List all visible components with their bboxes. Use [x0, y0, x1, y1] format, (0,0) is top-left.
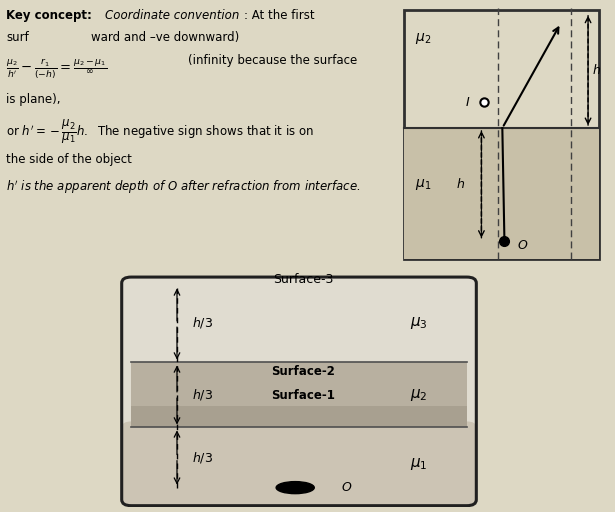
- Text: Surface-3: Surface-3: [272, 273, 333, 286]
- Text: $h/3$: $h/3$: [192, 315, 213, 330]
- Text: $I$: $I$: [465, 96, 470, 109]
- Text: ward and –ve downward): ward and –ve downward): [92, 31, 240, 45]
- Text: surf: surf: [6, 31, 29, 45]
- Bar: [131, 362, 467, 428]
- Text: $\mu_1$: $\mu_1$: [415, 177, 430, 192]
- Text: $h/3$: $h/3$: [192, 450, 213, 465]
- Text: is plane),: is plane),: [6, 93, 61, 106]
- Text: $h'$ is the apparent depth of $O$ after refraction from interface.: $h'$ is the apparent depth of $O$ after …: [6, 178, 361, 196]
- Bar: [131, 362, 467, 406]
- Text: (infinity because the surface: (infinity because the surface: [188, 54, 357, 67]
- FancyBboxPatch shape: [122, 421, 477, 506]
- Text: $h$: $h$: [456, 177, 466, 191]
- Text: the side of the object: the side of the object: [6, 153, 132, 166]
- Ellipse shape: [276, 482, 314, 494]
- Text: $\mu_1$: $\mu_1$: [410, 456, 427, 472]
- Text: or $h' = -\dfrac{\mu_2}{\mu_1} h.$  The negative sign shows that it is on: or $h' = -\dfrac{\mu_2}{\mu_1} h.$ The n…: [6, 118, 314, 146]
- Text: $O$: $O$: [517, 239, 528, 252]
- Text: : At the first: : At the first: [244, 9, 315, 22]
- Text: $\mu_2$: $\mu_2$: [410, 387, 427, 403]
- Text: Coordinate convention: Coordinate convention: [105, 9, 239, 22]
- Text: Key concept:: Key concept:: [6, 9, 92, 22]
- Text: Surface-1: Surface-1: [271, 389, 335, 402]
- Text: $O$: $O$: [341, 481, 352, 494]
- Text: Surface-2: Surface-2: [271, 365, 335, 378]
- Text: $\frac{\mu_2}{h'} - \frac{r_1}{(-h)} = \frac{\mu_2 - \mu_1}{\infty}$: $\frac{\mu_2}{h'} - \frac{r_1}{(-h)} = \…: [6, 58, 107, 81]
- Text: $h/3$: $h/3$: [192, 388, 213, 402]
- Text: $h$: $h$: [592, 63, 601, 77]
- FancyBboxPatch shape: [122, 277, 477, 506]
- Bar: [404, 128, 598, 259]
- Text: $\mu_3$: $\mu_3$: [410, 315, 427, 331]
- Text: $\mu_2$: $\mu_2$: [415, 31, 430, 46]
